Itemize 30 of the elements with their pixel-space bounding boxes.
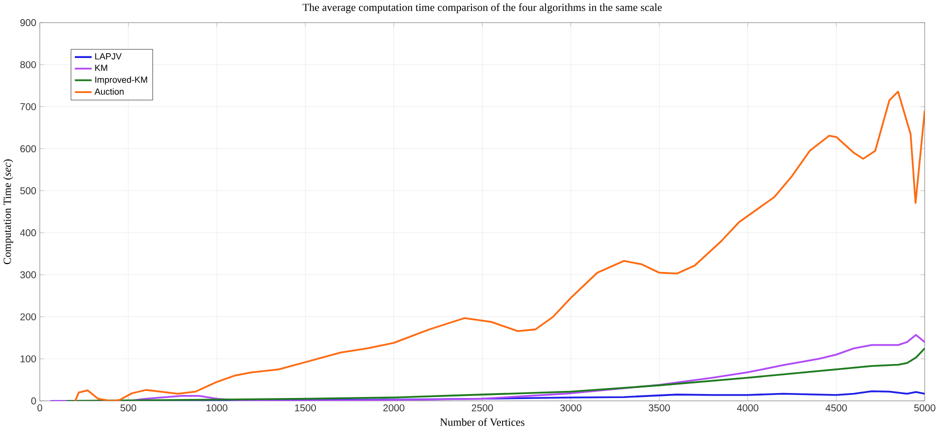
x-axis-title: Number of Vertices (440, 418, 524, 426)
y-tick-label: 700 (20, 103, 36, 110)
x-tick-label: 2000 (383, 404, 404, 412)
legend-label: KM (95, 64, 108, 71)
y-tick-label: 600 (20, 145, 36, 152)
x-tick-label: 3000 (560, 404, 582, 412)
y-tick-label: 0 (31, 397, 36, 404)
x-tick-label: 5000 (914, 404, 936, 412)
y-tick-label: 400 (20, 229, 36, 236)
x-tick-label: 1000 (206, 404, 228, 412)
x-tick-label: 2500 (472, 404, 493, 412)
x-tick-label: 1500 (295, 404, 316, 412)
y-tick-label: 500 (20, 187, 36, 194)
x-tick-label: 500 (120, 404, 136, 412)
line-series (65, 347, 925, 401)
legend-label: Auction (94, 88, 124, 95)
legend-label: Improved-KM (95, 76, 148, 85)
x-tick-label: 0 (37, 404, 42, 412)
y-axis-title: Computation Time (sec) (3, 159, 14, 264)
x-tick-label: 4500 (826, 404, 847, 412)
line-series (50, 334, 925, 401)
y-tick-label: 100 (20, 355, 36, 362)
y-tick-label: 900 (20, 19, 36, 26)
x-tick-label: 4000 (737, 404, 758, 412)
x-tick-label: 3500 (648, 404, 670, 412)
y-tick-label: 200 (20, 313, 36, 320)
y-tick-label: 300 (20, 271, 36, 278)
legend-label: LAPJV (95, 53, 122, 60)
chart-title: The average computation time comparison of the four algorithms in the same scale (302, 3, 662, 14)
y-tick-label: 800 (20, 61, 36, 68)
